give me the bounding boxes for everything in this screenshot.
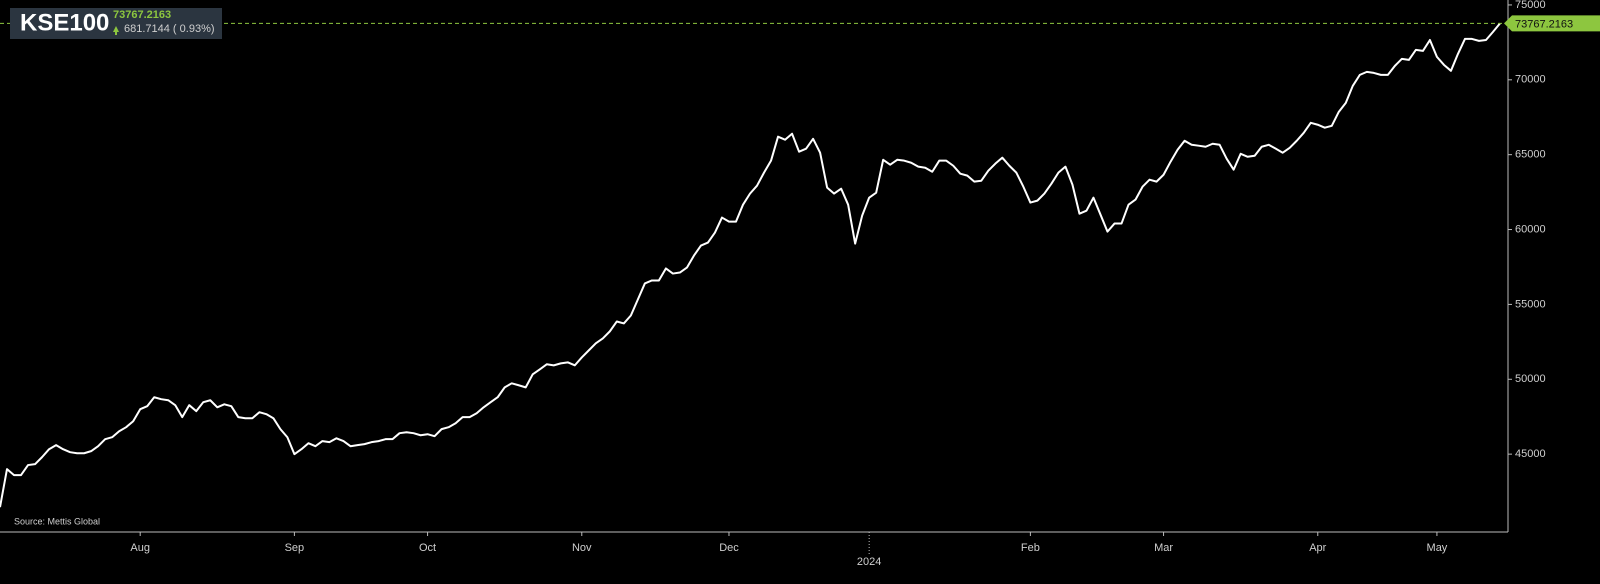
y-tick-label: 55000 (1515, 298, 1546, 310)
x-tick-label: Aug (130, 542, 150, 554)
y-tick-label: 75000 (1515, 0, 1546, 11)
x-tick-label: Oct (419, 542, 436, 554)
x-tick-label: May (1427, 542, 1448, 554)
y-tick-label: 50000 (1515, 373, 1546, 385)
x-tick-label: Dec (719, 542, 739, 554)
up-arrow-stem (115, 32, 117, 35)
last-price-tag (1504, 15, 1600, 32)
chart-title: KSE100 (20, 9, 109, 36)
y-tick-label: 70000 (1515, 74, 1546, 86)
x-tick-label: Apr (1309, 542, 1326, 554)
x-tick-label: Mar (1154, 542, 1173, 554)
x-tick-label: Sep (285, 542, 305, 554)
y-tick-label: 45000 (1515, 448, 1546, 460)
x-tick-label: Feb (1021, 542, 1040, 554)
source: Source: Mettis Global (14, 516, 100, 526)
x-tick-label: Nov (572, 542, 592, 554)
x-tick-label: 2024 (857, 556, 881, 568)
change: 681.7144 ( 0.93%) (124, 23, 215, 35)
y-tick-label: 60000 (1515, 223, 1546, 235)
plot: 45000 50000 55000 60000 65000 70000 75000 Aug Se… (0, 0, 1600, 568)
y-tick-label: 65000 (1515, 149, 1546, 161)
last-price: 73767.2163 (113, 9, 171, 21)
last-price-label: 73767.2163 (1515, 18, 1573, 30)
price-line (0, 22, 1501, 508)
up-arrow (113, 26, 119, 32)
